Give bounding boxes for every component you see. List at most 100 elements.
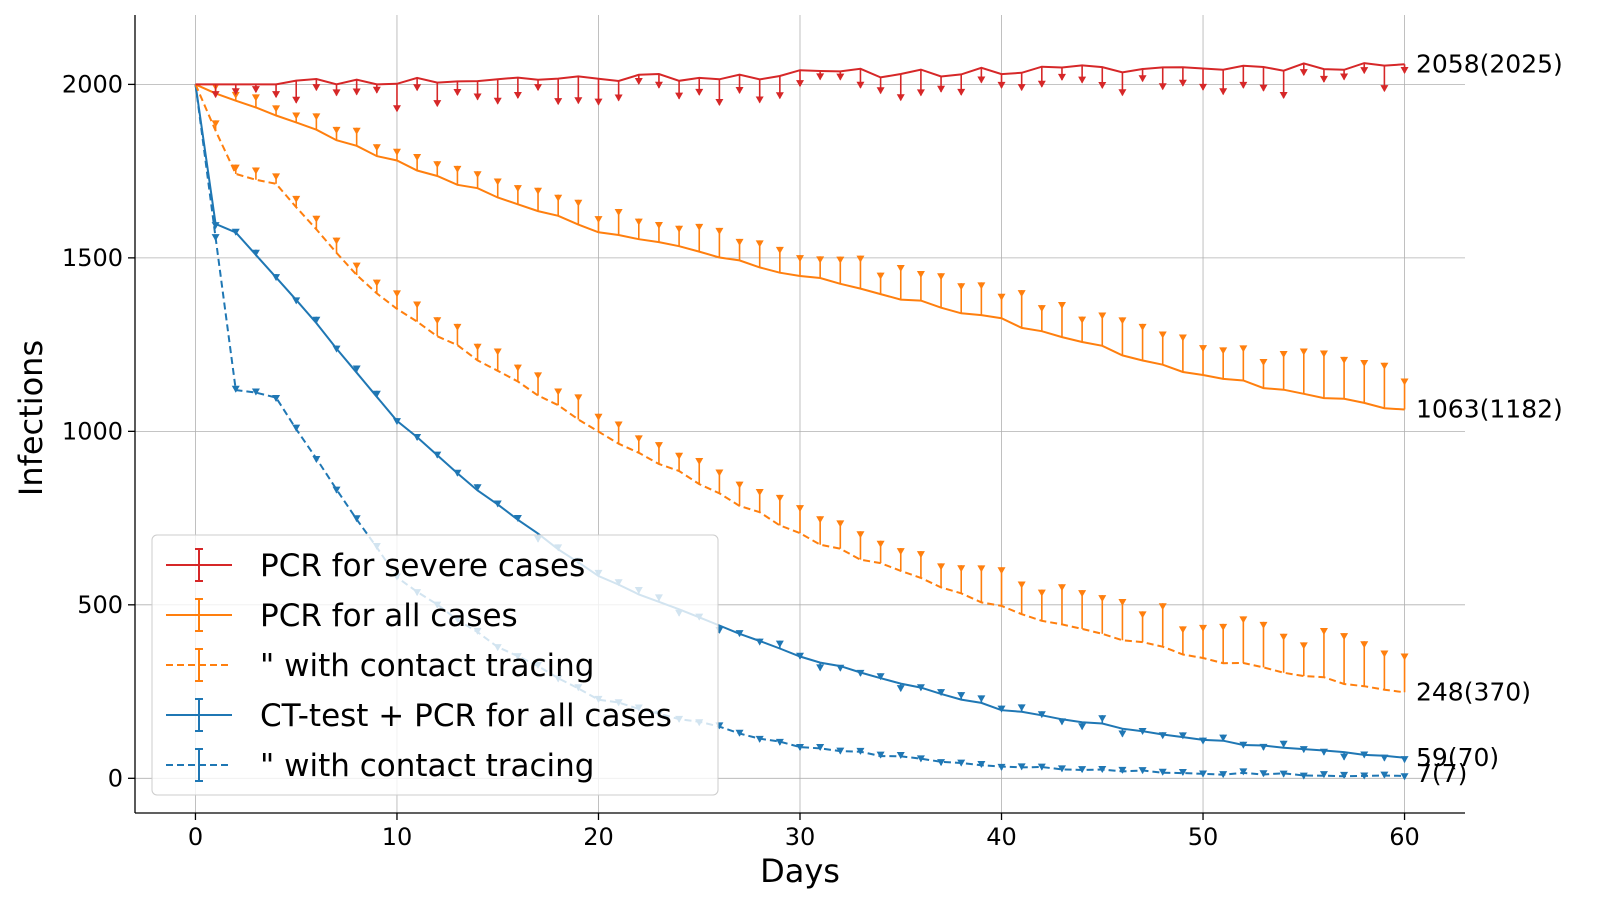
error-bar-cap (473, 343, 482, 351)
error-bar-cap (352, 88, 361, 96)
end-label: 59(70) (1416, 743, 1499, 772)
error-bar-cap (1299, 746, 1308, 754)
error-bar-cap (1299, 772, 1308, 780)
error-bar-cap (251, 86, 260, 94)
error-bar-cap (1400, 756, 1409, 764)
end-label: 2058(2025) (1416, 49, 1563, 78)
error-bar-cap (392, 148, 401, 156)
error-bar-cap (1319, 771, 1328, 779)
error-bar-cap (453, 88, 462, 96)
error-bar-cap (1199, 83, 1208, 91)
error-bar-cap (554, 98, 563, 106)
error-bar-cap (1239, 616, 1248, 624)
error-bar-cap (654, 81, 663, 89)
error-bar-cap (916, 89, 925, 97)
x-tick-label: 10 (382, 823, 413, 851)
error-bar-cap (513, 364, 522, 372)
error-bar-cap (292, 195, 301, 203)
error-bar-cap (1360, 751, 1369, 759)
legend-item-1: PCR for all cases (166, 598, 518, 634)
error-bar-cap (251, 94, 260, 102)
legend-item-3: CT-test + PCR for all cases (166, 698, 672, 734)
error-bar-cap (513, 185, 522, 193)
error-bar-cap (715, 227, 724, 235)
error-bar-cap (1319, 748, 1328, 756)
error-bar-cap (634, 435, 643, 443)
error-bar-cap (856, 747, 865, 755)
error-bar-cap (292, 424, 301, 432)
error-bar-cap (876, 87, 885, 95)
error-bar-cap (1057, 73, 1066, 81)
error-bar-cap (473, 171, 482, 179)
series-1 (195, 83, 1409, 411)
error-bar-cap (1400, 67, 1409, 75)
error-bar-cap (675, 452, 684, 460)
error-bar-cap (1158, 768, 1167, 776)
error-bar-cap (775, 738, 784, 746)
error-bar-cap (493, 178, 502, 186)
error-bar-cap (816, 256, 825, 264)
legend-item-0: PCR for severe cases (166, 548, 585, 584)
error-bar-cap (1340, 771, 1349, 779)
error-bar-cap (312, 215, 321, 223)
error-bar-cap (493, 500, 502, 508)
error-bar-cap (896, 94, 905, 102)
error-bar-cap (876, 272, 885, 280)
error-bar-cap (876, 540, 885, 548)
error-bar-cap (1017, 704, 1026, 712)
error-bar-cap (1037, 589, 1046, 597)
error-bar-cap (634, 77, 643, 85)
error-bar-cap (614, 208, 623, 216)
error-bar-cap (312, 455, 321, 463)
error-bar-cap (775, 640, 784, 648)
error-bar-cap (1219, 623, 1228, 631)
error-bar-cap (1078, 723, 1087, 731)
error-bar-cap (977, 761, 986, 769)
error-bar-cap (896, 752, 905, 760)
error-bar-cap (392, 105, 401, 113)
error-bar-cap (1057, 301, 1066, 309)
error-bar-cap (896, 548, 905, 556)
error-bar-cap (836, 747, 845, 755)
error-bar-cap (1118, 766, 1127, 774)
error-bar-cap (937, 273, 946, 281)
error-bar-cap (513, 92, 522, 100)
error-bar-cap (1299, 348, 1308, 356)
error-bar-cap (493, 348, 502, 356)
error-bar-cap (392, 418, 401, 426)
legend-label: CT-test + PCR for all cases (260, 698, 672, 734)
error-bar-cap (937, 563, 946, 571)
error-bar-cap (473, 484, 482, 492)
error-bar-cap (816, 743, 825, 751)
error-bar-cap (1239, 741, 1248, 749)
error-bar-cap (654, 221, 663, 229)
error-bar-cap (1319, 628, 1328, 636)
error-bar-cap (1078, 76, 1087, 84)
error-bar-cap (997, 293, 1006, 301)
error-bar-cap (272, 274, 281, 282)
error-bar-cap (372, 144, 381, 152)
error-bar-cap (1279, 770, 1288, 778)
error-bar-cap (534, 187, 543, 195)
error-bar-cap (896, 265, 905, 273)
error-bar-cap (957, 759, 966, 767)
error-bar-cap (272, 173, 281, 181)
error-bar-cap (231, 91, 240, 99)
error-bar-cap (916, 684, 925, 692)
error-bar-cap (715, 469, 724, 477)
error-bar-cap (1057, 584, 1066, 592)
error-bar-cap (1340, 753, 1349, 761)
error-bar-cap (654, 442, 663, 450)
error-bar-cap (1340, 73, 1349, 81)
error-bar-cap (1360, 360, 1369, 368)
error-bar-cap (251, 249, 260, 257)
error-bar-cap (1158, 331, 1167, 339)
error-bar-cap (312, 84, 321, 92)
error-bar-cap (312, 316, 321, 324)
error-bar-cap (1259, 621, 1268, 629)
error-bar-cap (1360, 772, 1369, 780)
error-bar-cap (1057, 718, 1066, 726)
error-bar-cap (413, 84, 422, 92)
axes: 0 10 20 30 40 50 60 0 500 1000 1500 2000 (62, 15, 1465, 851)
